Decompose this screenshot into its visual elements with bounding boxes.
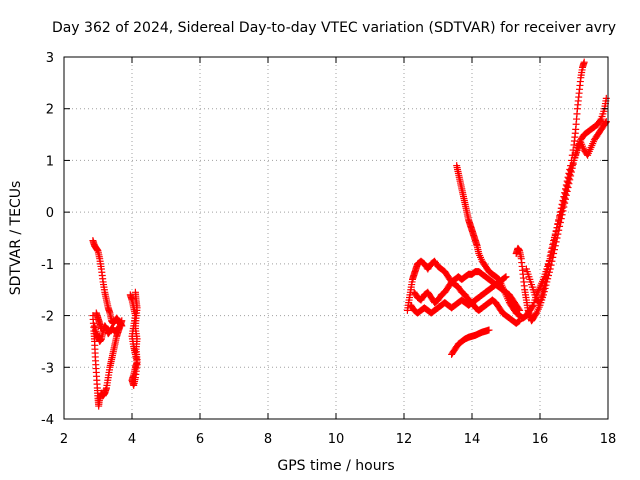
- data-point-marker: [542, 281, 550, 289]
- data-point-marker: [536, 299, 544, 307]
- data-point-marker: [545, 261, 552, 269]
- x-tick-label: 8: [264, 432, 272, 447]
- data-point-marker: [580, 58, 588, 66]
- data-point-marker: [540, 282, 548, 290]
- data-point-marker: [514, 318, 522, 326]
- data-point-marker: [538, 292, 546, 300]
- data-point-marker: [118, 317, 126, 325]
- data-point-marker: [552, 227, 560, 235]
- grid-lines: [64, 57, 608, 419]
- x-tick-label: 6: [196, 432, 204, 447]
- data-point-marker: [548, 244, 556, 252]
- data-point-marker: [562, 190, 569, 198]
- y-tick-label: 2: [46, 103, 54, 118]
- data-point-marker: [114, 325, 122, 332]
- x-tick-label: 18: [600, 432, 617, 447]
- data-point-marker: [558, 204, 566, 212]
- y-tick-label: -1: [41, 258, 54, 273]
- chart-title: Day 362 of 2024, Sidereal Day-to-day VTE…: [52, 20, 616, 36]
- y-axis-label: SDTVAR / TECUs: [8, 181, 24, 296]
- data-point-marker: [561, 194, 569, 202]
- data-point-marker: [542, 274, 550, 282]
- data-point-marker: [556, 211, 564, 219]
- data-point-marker: [544, 266, 552, 274]
- data-point-marker: [554, 220, 562, 228]
- data-point-marker: [539, 286, 547, 294]
- data-point-marker: [550, 237, 558, 245]
- data-point-marker: [528, 303, 536, 311]
- data-point-marker: [563, 182, 571, 190]
- data-point-marker: [485, 326, 493, 334]
- data-point-marker: [114, 325, 122, 333]
- x-tick-label: 14: [464, 432, 481, 447]
- x-tick-label: 4: [128, 432, 136, 447]
- data-point-marker: [502, 273, 510, 281]
- data-point-marker: [565, 175, 573, 183]
- data-points: [89, 58, 610, 410]
- data-point-marker: [133, 356, 141, 364]
- data-point-marker: [559, 201, 567, 209]
- data-point-marker: [539, 289, 547, 297]
- data-point-marker: [564, 178, 572, 186]
- data-point-marker: [515, 317, 523, 325]
- y-tick-label: -2: [41, 310, 54, 325]
- data-point-marker: [566, 171, 574, 179]
- data-point-marker: [541, 278, 549, 286]
- data-point-marker: [551, 230, 559, 238]
- data-point-marker: [602, 94, 610, 102]
- data-point-marker: [550, 233, 558, 241]
- x-axis-label: GPS time / hours: [277, 458, 394, 474]
- y-tick-label: -3: [41, 361, 54, 376]
- data-point-marker: [545, 257, 553, 265]
- x-tick-label: 10: [328, 432, 345, 447]
- data-point-marker: [549, 240, 557, 248]
- data-point-marker: [557, 207, 565, 215]
- y-tick-label: -4: [41, 413, 54, 428]
- y-tick-label: 3: [46, 51, 54, 66]
- data-point-marker: [596, 116, 604, 124]
- data-point-marker: [553, 224, 561, 232]
- x-tick-label: 12: [396, 432, 413, 447]
- data-point-marker: [555, 217, 563, 225]
- data-point-marker: [546, 252, 554, 260]
- data-point-marker: [602, 118, 610, 126]
- data-point-marker: [97, 325, 105, 332]
- data-point-marker: [537, 295, 545, 303]
- x-tick-label: 16: [532, 432, 549, 447]
- data-point-marker: [560, 198, 568, 206]
- x-tick-label: 2: [60, 432, 68, 447]
- data-point-marker: [547, 248, 555, 256]
- y-tick-label: 0: [46, 206, 54, 221]
- data-point-marker: [532, 310, 540, 318]
- y-tick-label: 1: [46, 154, 54, 169]
- data-point-marker: [500, 274, 508, 282]
- data-point-marker: [556, 214, 564, 222]
- data-point-marker: [543, 270, 551, 278]
- data-point-marker: [501, 273, 509, 281]
- data-point-marker: [113, 326, 121, 334]
- data-point-marker: [562, 186, 570, 194]
